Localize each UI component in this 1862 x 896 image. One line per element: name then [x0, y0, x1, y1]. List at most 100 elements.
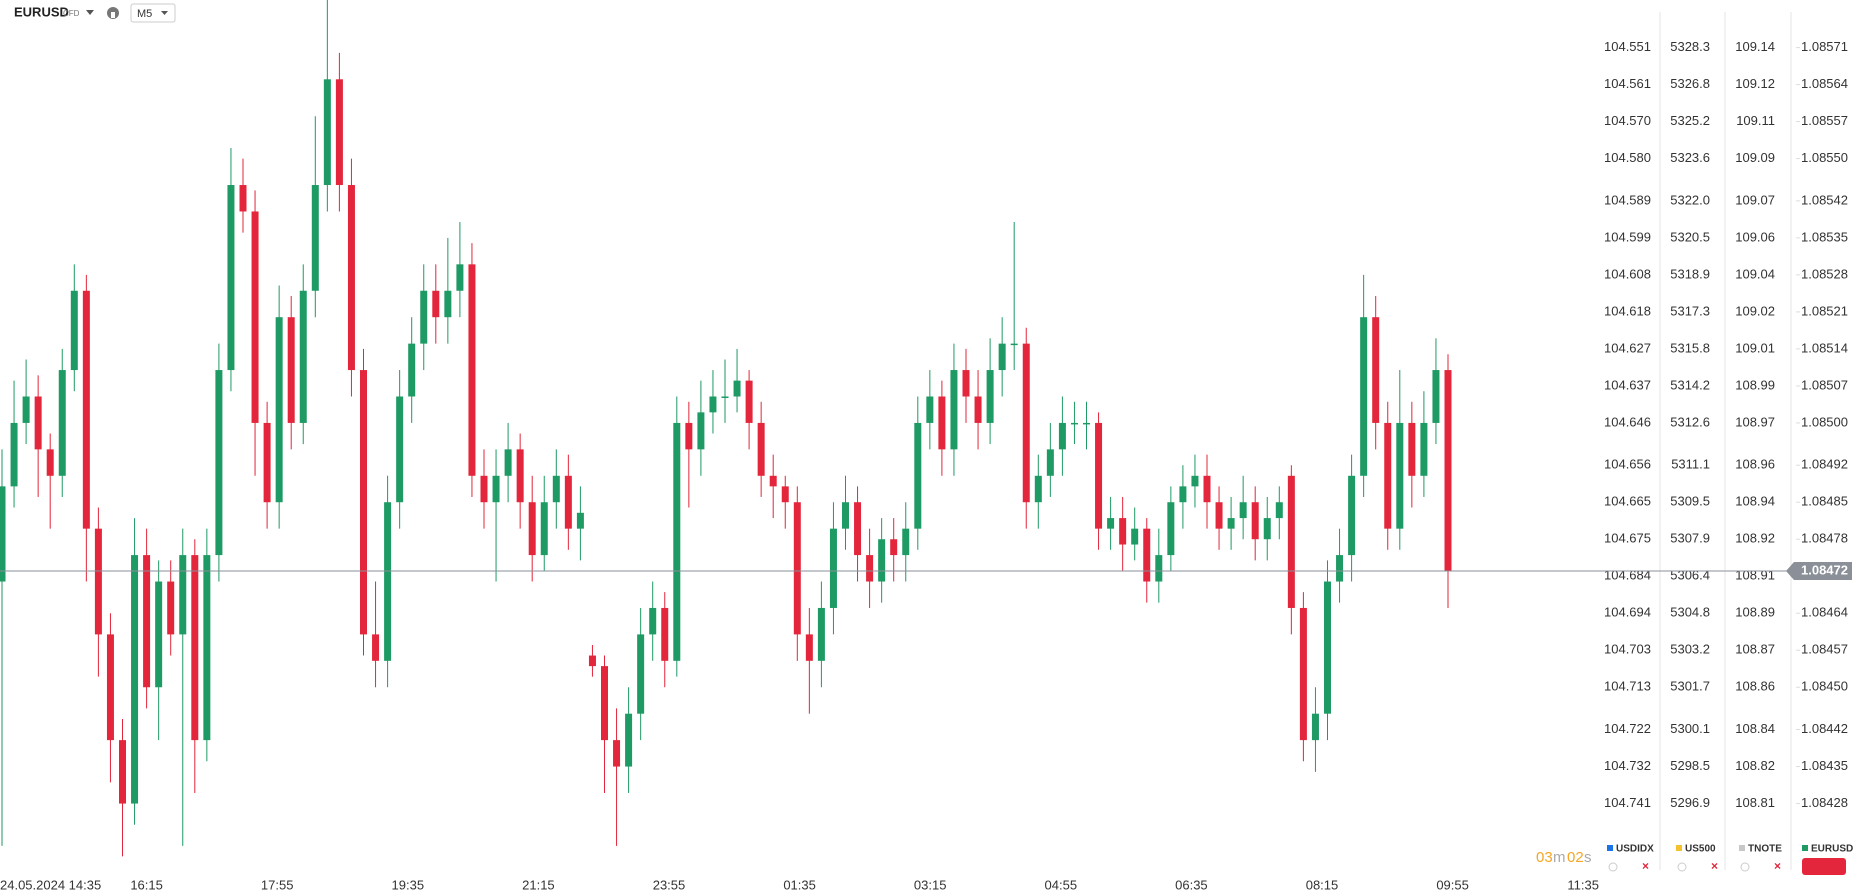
- legend-label[interactable]: TNOTE: [1748, 844, 1782, 855]
- candle-body: [263, 422, 271, 503]
- y-tick-label: 104.627: [1604, 340, 1651, 355]
- legend-close[interactable]: ×: [1774, 859, 1781, 873]
- candle-body: [456, 264, 464, 291]
- x-tick-label: 21:15: [522, 877, 555, 892]
- candle-body: [564, 475, 572, 529]
- candle-body: [1155, 555, 1163, 582]
- y-tick-label: 1.08535: [1801, 229, 1848, 244]
- y-tick-label: 104.722: [1604, 721, 1651, 736]
- candle-body: [94, 528, 102, 635]
- candle-body: [793, 502, 801, 635]
- candle-body: [1263, 518, 1271, 540]
- y-tick-label: 1.08500: [1801, 414, 1848, 429]
- candle-body: [179, 555, 187, 635]
- candle-body: [0, 486, 6, 582]
- y-tick-label: 104.656: [1604, 457, 1651, 472]
- candle-body: [962, 370, 970, 397]
- candle-body: [384, 502, 392, 661]
- legend-label[interactable]: EURUSD: [1811, 844, 1853, 855]
- candle-body: [625, 713, 633, 767]
- legend-label[interactable]: USDIDX: [1616, 844, 1654, 855]
- candle-body: [275, 317, 283, 503]
- candle-body: [299, 290, 307, 423]
- legend-swatch: [1607, 845, 1613, 851]
- y-tick-label: 104.561: [1604, 76, 1651, 91]
- candle-body: [131, 555, 139, 804]
- y-tick-label: 104.713: [1604, 679, 1651, 694]
- candle-body: [745, 380, 753, 423]
- y-tick-label: 1.08557: [1801, 113, 1848, 128]
- y-tick-label: 5309.5: [1670, 494, 1710, 509]
- candle-body: [1022, 343, 1030, 503]
- candle-body: [444, 290, 452, 318]
- candle-body: [1384, 422, 1392, 529]
- candle-body: [685, 422, 693, 450]
- candle-body: [1420, 422, 1428, 476]
- y-tick-label: 1.08550: [1801, 150, 1848, 165]
- y-tick-label: 1.08442: [1801, 721, 1848, 736]
- candle-body: [950, 370, 958, 450]
- y-tick-label: 5301.7: [1670, 679, 1710, 694]
- candle-body: [468, 264, 476, 476]
- timeframe: M5: [137, 8, 152, 20]
- y-tick-label: 1.08435: [1801, 758, 1848, 773]
- candle-body: [829, 528, 837, 608]
- countdown-part: s: [1584, 849, 1592, 866]
- y-tick-label: 109.14: [1735, 39, 1775, 54]
- countdown: 03 m 02 s: [1536, 849, 1592, 866]
- symbol-dropdown[interactable]: [86, 10, 94, 15]
- candle-body: [227, 185, 235, 371]
- y-tick-label: 108.97: [1735, 414, 1775, 429]
- candle-body: [347, 185, 355, 371]
- candle-body: [1191, 475, 1199, 487]
- candle-body: [769, 475, 777, 487]
- legend-swatch: [1676, 845, 1682, 851]
- candle-body: [1034, 475, 1042, 503]
- y-tick-label: 5303.2: [1670, 642, 1710, 657]
- candle-body: [697, 412, 705, 450]
- candle-body: [1119, 518, 1127, 545]
- candle-body: [1299, 607, 1307, 741]
- candle-body: [155, 581, 163, 688]
- y-tick-label: 5328.3: [1670, 39, 1710, 54]
- y-tick-label: 5325.2: [1670, 113, 1710, 128]
- candle-body: [902, 528, 910, 556]
- candle-body: [1324, 581, 1331, 714]
- symbol[interactable]: EURUSD: [14, 4, 69, 19]
- candle-body: [661, 607, 669, 661]
- y-tick-label: 104.599: [1604, 229, 1651, 244]
- candle-body: [22, 396, 30, 423]
- y-tick-label: 5311.1: [1671, 457, 1710, 472]
- candle-body: [986, 370, 994, 423]
- candle-body: [781, 486, 789, 503]
- y-tick-label: 1.08564: [1801, 76, 1848, 91]
- candle-body: [504, 449, 512, 476]
- candle-body: [878, 539, 886, 582]
- candle-body: [528, 502, 536, 556]
- y-tick-label: 5315.8: [1670, 340, 1710, 355]
- legend-close[interactable]: ×: [1642, 859, 1649, 873]
- timeframe-select[interactable]: [130, 3, 176, 23]
- candle-body: [1287, 475, 1295, 608]
- candle-body: [1046, 449, 1054, 476]
- legend-close[interactable]: ×: [1711, 859, 1718, 873]
- y-tick-label: 5312.6: [1670, 414, 1710, 429]
- y-tick-label: 5300.1: [1670, 721, 1710, 736]
- candle-body: [287, 317, 295, 423]
- candle-body: [203, 555, 211, 741]
- candle-body: [1227, 518, 1235, 529]
- candle-body: [1203, 475, 1211, 503]
- candle-body: [601, 666, 608, 741]
- candle-body: [420, 290, 428, 344]
- x-tick-label: 03:15: [914, 877, 947, 892]
- y-tick-label: 109.06: [1735, 229, 1775, 244]
- candle-body: [480, 475, 488, 503]
- y-tick-label: 108.87: [1735, 642, 1775, 657]
- legend-label[interactable]: US500: [1685, 844, 1716, 855]
- y-tick-label: 104.646: [1604, 414, 1651, 429]
- candle-body: [516, 449, 524, 503]
- candle-body: [396, 396, 404, 503]
- y-tick-label: 104.703: [1604, 642, 1651, 657]
- legend-active[interactable]: [1802, 858, 1846, 875]
- y-tick-label: 108.94: [1735, 494, 1775, 509]
